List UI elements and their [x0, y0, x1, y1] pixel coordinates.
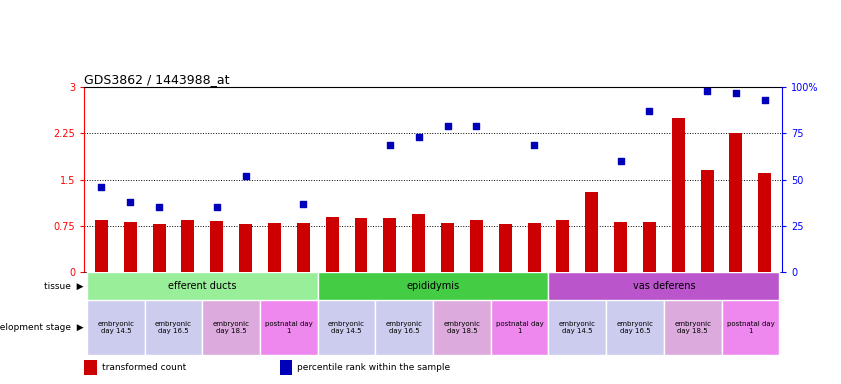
- Bar: [557, 220, 569, 272]
- Bar: [355, 218, 368, 272]
- Bar: [470, 220, 483, 272]
- Bar: [643, 222, 656, 272]
- Bar: [383, 218, 396, 272]
- Text: embryonic
day 14.5: embryonic day 14.5: [98, 321, 135, 334]
- Bar: [87, 300, 145, 355]
- Bar: [606, 300, 664, 355]
- Text: GDS3862 / 1443988_at: GDS3862 / 1443988_at: [84, 73, 230, 86]
- Point: [412, 134, 426, 140]
- Text: development stage  ▶: development stage ▶: [0, 323, 83, 332]
- Bar: [701, 170, 714, 272]
- Bar: [433, 300, 491, 355]
- Text: tissue  ▶: tissue ▶: [44, 281, 83, 291]
- Text: postnatal day
1: postnatal day 1: [727, 321, 775, 334]
- Bar: [145, 300, 203, 355]
- Text: epididymis: epididymis: [406, 281, 460, 291]
- Point: [95, 184, 108, 190]
- Bar: [318, 300, 375, 355]
- Bar: [759, 174, 771, 272]
- Point: [441, 123, 454, 129]
- Text: embryonic
day 14.5: embryonic day 14.5: [328, 321, 365, 334]
- Point: [152, 204, 166, 210]
- Text: efferent ducts: efferent ducts: [168, 281, 236, 291]
- Point: [614, 158, 627, 164]
- Bar: [84, 360, 97, 375]
- Bar: [239, 224, 252, 272]
- Bar: [182, 220, 194, 272]
- Text: embryonic
day 18.5: embryonic day 18.5: [443, 321, 480, 334]
- Bar: [664, 300, 722, 355]
- Point: [297, 200, 310, 207]
- Point: [701, 88, 714, 94]
- Bar: [412, 214, 426, 272]
- Bar: [499, 224, 511, 272]
- Point: [239, 173, 252, 179]
- Text: embryonic
day 14.5: embryonic day 14.5: [558, 321, 595, 334]
- Bar: [297, 223, 309, 272]
- Bar: [152, 224, 166, 272]
- Bar: [548, 300, 606, 355]
- Text: vas deferens: vas deferens: [632, 281, 696, 291]
- Bar: [87, 272, 318, 300]
- Bar: [672, 118, 685, 272]
- Bar: [491, 300, 548, 355]
- Bar: [260, 300, 318, 355]
- Bar: [203, 300, 260, 355]
- Bar: [95, 220, 108, 272]
- Text: embryonic
day 16.5: embryonic day 16.5: [155, 321, 192, 334]
- Bar: [325, 217, 339, 272]
- Bar: [124, 222, 137, 272]
- Text: embryonic
day 18.5: embryonic day 18.5: [213, 321, 250, 334]
- Point: [210, 204, 224, 210]
- Point: [729, 89, 743, 96]
- Point: [643, 108, 656, 114]
- Text: postnatal day
1: postnatal day 1: [265, 321, 313, 334]
- Bar: [441, 223, 454, 272]
- Bar: [318, 272, 548, 300]
- Bar: [279, 360, 292, 375]
- Text: embryonic
day 18.5: embryonic day 18.5: [674, 321, 711, 334]
- Bar: [585, 192, 598, 272]
- Bar: [614, 222, 627, 272]
- Bar: [729, 133, 743, 272]
- Bar: [268, 223, 281, 272]
- Point: [469, 123, 483, 129]
- Bar: [210, 221, 223, 272]
- Point: [124, 199, 137, 205]
- Text: embryonic
day 16.5: embryonic day 16.5: [386, 321, 423, 334]
- Text: embryonic
day 16.5: embryonic day 16.5: [616, 321, 653, 334]
- Bar: [548, 272, 780, 300]
- Bar: [722, 300, 780, 355]
- Point: [383, 141, 397, 147]
- Text: postnatal day
1: postnatal day 1: [496, 321, 543, 334]
- Point: [527, 141, 541, 147]
- Point: [758, 97, 771, 103]
- Bar: [375, 300, 433, 355]
- Text: percentile rank within the sample: percentile rank within the sample: [297, 363, 450, 372]
- Text: transformed count: transformed count: [102, 363, 186, 372]
- Bar: [527, 223, 541, 272]
